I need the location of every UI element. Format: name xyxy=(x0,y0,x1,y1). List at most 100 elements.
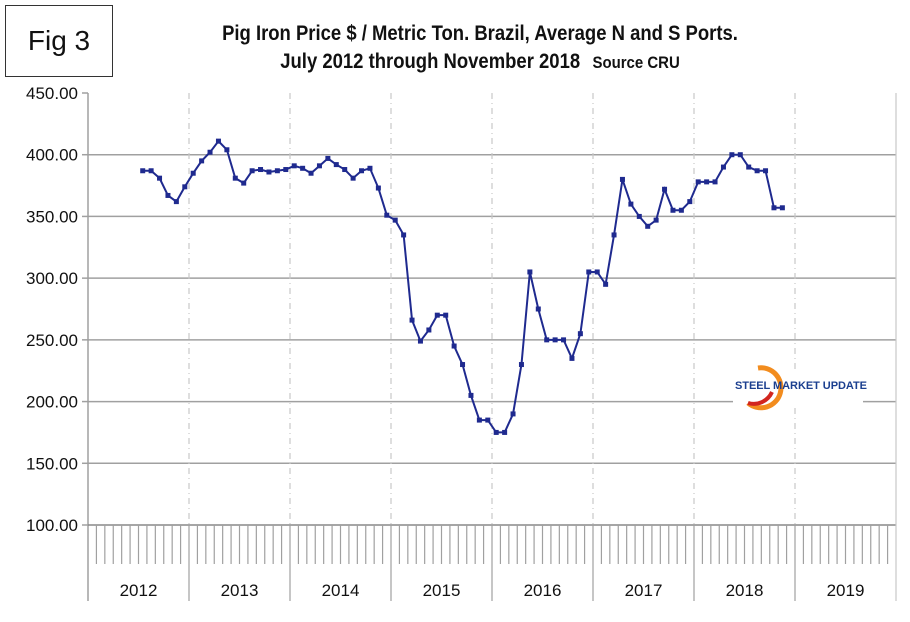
data-point xyxy=(443,312,449,318)
y-tick-label: 250.00 xyxy=(26,331,78,350)
data-point xyxy=(291,163,297,169)
data-point xyxy=(779,205,785,211)
data-point xyxy=(409,317,415,323)
data-point xyxy=(359,168,365,174)
data-point xyxy=(737,152,743,158)
data-point xyxy=(249,168,255,174)
data-point xyxy=(468,392,474,398)
data-point xyxy=(215,138,221,144)
data-point xyxy=(628,201,634,207)
data-point xyxy=(401,232,407,238)
logo-text: STEEL MARKET UPDATE xyxy=(735,380,867,392)
data-point xyxy=(258,167,264,173)
data-point xyxy=(325,155,331,161)
data-point xyxy=(535,306,541,312)
data-point xyxy=(493,429,499,435)
data-point xyxy=(510,411,516,417)
data-point xyxy=(763,168,769,174)
data-point xyxy=(384,212,390,218)
data-point xyxy=(207,149,213,155)
data-point xyxy=(266,169,272,175)
y-tick-label: 300.00 xyxy=(26,269,78,288)
y-tick-label: 450.00 xyxy=(26,84,78,103)
data-point xyxy=(695,179,701,185)
data-point xyxy=(561,337,567,343)
data-point xyxy=(569,355,575,361)
logo-swoosh-icon xyxy=(746,365,784,411)
data-point xyxy=(704,179,710,185)
data-point xyxy=(611,232,617,238)
data-point xyxy=(687,199,693,205)
data-point xyxy=(316,163,322,169)
x-year-label: 2019 xyxy=(827,581,865,600)
data-point xyxy=(636,213,642,219)
x-year-label: 2014 xyxy=(322,581,360,600)
y-tick-label: 200.00 xyxy=(26,393,78,412)
data-point xyxy=(594,269,600,275)
data-point xyxy=(485,417,491,423)
data-point xyxy=(662,186,668,192)
figure-label: Fig 3 xyxy=(5,5,113,77)
logo-swoosh-red-icon xyxy=(747,391,774,406)
data-point xyxy=(350,175,356,181)
y-tick-label: 150.00 xyxy=(26,454,78,473)
data-point xyxy=(451,343,457,349)
data-point xyxy=(670,207,676,213)
data-point xyxy=(375,185,381,191)
data-point xyxy=(367,165,373,171)
data-point xyxy=(140,168,146,174)
x-year-label: 2016 xyxy=(524,581,562,600)
data-point xyxy=(274,168,280,174)
data-point xyxy=(224,147,230,153)
data-point xyxy=(678,207,684,213)
data-point xyxy=(712,179,718,185)
data-point xyxy=(586,269,592,275)
data-point xyxy=(720,164,726,170)
data-point xyxy=(182,184,188,190)
data-point xyxy=(577,331,583,337)
x-year-label: 2018 xyxy=(726,581,764,600)
data-point xyxy=(190,170,196,176)
data-point xyxy=(342,167,348,173)
data-point xyxy=(308,170,314,176)
data-point xyxy=(199,158,205,164)
data-point xyxy=(645,223,651,229)
series-line xyxy=(142,139,783,434)
data-point xyxy=(653,217,659,223)
steel-market-update-logo: STEEL MARKET UPDATE xyxy=(733,365,867,411)
data-point xyxy=(619,176,625,182)
data-point xyxy=(283,167,289,173)
data-point xyxy=(392,217,398,223)
y-tick-label: 400.00 xyxy=(26,146,78,165)
data-point xyxy=(502,429,508,435)
chart-subtitle: July 2012 through November 2018 xyxy=(280,50,581,73)
data-point xyxy=(241,180,247,186)
x-year-label: 2012 xyxy=(120,581,158,600)
data-point xyxy=(746,164,752,170)
data-point xyxy=(544,337,550,343)
data-point xyxy=(157,175,163,181)
x-year-label: 2013 xyxy=(221,581,259,600)
logo-background xyxy=(733,372,863,404)
data-point xyxy=(148,168,154,174)
data-point xyxy=(434,312,440,318)
y-tick-label: 100.00 xyxy=(26,516,78,535)
data-point xyxy=(476,417,482,423)
data-point xyxy=(771,205,777,211)
data-point xyxy=(333,162,339,168)
chart-title: Pig Iron Price $ / Metric Ton. Brazil, A… xyxy=(222,22,738,45)
chart-subtitle-line: July 2012 through November 2018 Source CR… xyxy=(163,50,797,74)
x-year-label: 2015 xyxy=(423,581,461,600)
data-point xyxy=(300,165,306,171)
data-point xyxy=(603,281,609,287)
data-point xyxy=(165,192,171,198)
data-point xyxy=(173,199,179,205)
y-tick-label: 350.00 xyxy=(26,207,78,226)
data-point xyxy=(518,362,524,368)
data-point xyxy=(426,327,432,333)
data-point xyxy=(527,269,533,275)
chart-source: Source CRU xyxy=(592,53,680,72)
data-point xyxy=(417,338,423,344)
